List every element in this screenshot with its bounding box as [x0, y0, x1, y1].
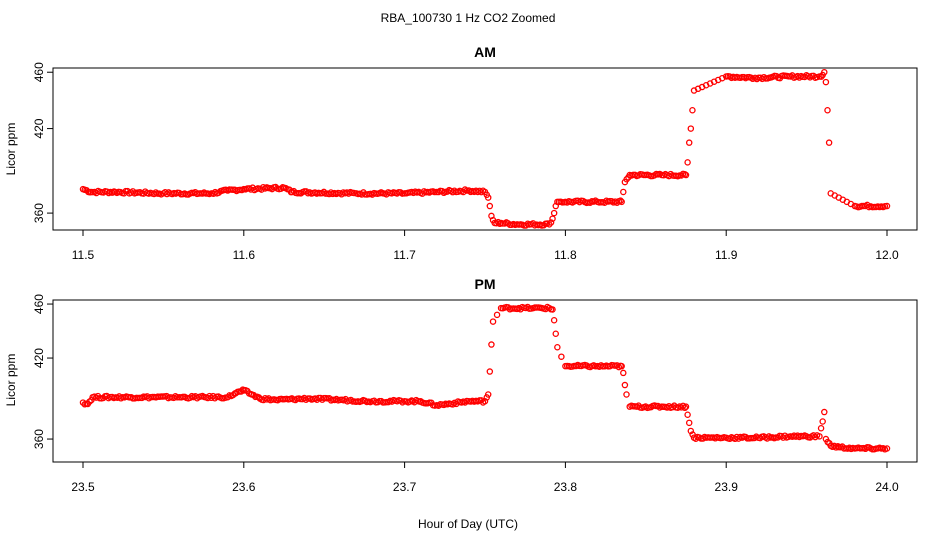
panel-pm-x-axis: 23.5 23.6 23.7 23.8 23.9 24.0 — [71, 461, 899, 494]
data-point — [550, 316, 558, 324]
x-tick-label: 24.0 — [875, 480, 899, 494]
data-point — [687, 427, 695, 435]
panel-am: AM Licor ppm 11.5 11.6 11.7 11.8 11.9 12.0 36… — [4, 44, 918, 262]
data-point — [822, 78, 830, 86]
data-point — [735, 435, 742, 442]
data-point — [549, 215, 556, 222]
data-point — [684, 159, 691, 166]
panel-am-x-axis: 11.5 11.6 11.7 11.8 11.9 12.0 — [72, 229, 899, 262]
panel-am-y-label: Licor ppm — [4, 123, 18, 176]
data-point — [486, 368, 494, 375]
x-tick-label: 23.6 — [232, 480, 256, 494]
x-tick-label: 11.7 — [393, 248, 416, 262]
data-point — [731, 435, 739, 443]
data-point — [206, 392, 213, 400]
data-point — [623, 391, 630, 398]
data-point — [250, 391, 257, 399]
x-tick-label: 11.5 — [72, 248, 95, 262]
data-point — [620, 369, 627, 377]
y-tick-label: 420 — [32, 348, 46, 368]
panel-am-y-axis: 360 420 460 — [32, 62, 54, 223]
panel-pm-y-label: Licor ppm — [4, 354, 18, 407]
data-point — [489, 318, 497, 325]
data-point — [817, 73, 825, 80]
data-point — [682, 403, 690, 410]
data-point — [816, 433, 823, 440]
data-point — [550, 209, 558, 217]
data-point — [350, 189, 358, 197]
x-tick-label: 23.5 — [71, 480, 95, 494]
data-point — [812, 433, 819, 441]
data-point — [320, 188, 328, 196]
y-tick-label: 420 — [32, 118, 46, 138]
data-point — [687, 125, 695, 132]
data-point — [554, 343, 561, 351]
data-point — [689, 431, 696, 438]
data-point — [883, 445, 891, 452]
data-point — [682, 171, 690, 179]
data-point — [821, 408, 828, 416]
data-point — [810, 432, 817, 439]
y-tick-label: 460 — [32, 62, 46, 82]
data-point — [552, 330, 560, 337]
x-axis-label: Hour of Day (UTC) — [418, 517, 518, 531]
data-point — [547, 219, 555, 226]
data-point — [825, 139, 833, 146]
panel-pm-points — [79, 303, 891, 453]
data-point — [685, 139, 693, 146]
y-tick-label: 360 — [32, 429, 46, 449]
data-point — [689, 107, 696, 114]
figure-title: RBA_100730 1 Hz CO2 Zoomed — [381, 11, 556, 25]
data-point — [488, 341, 495, 348]
data-point — [617, 197, 624, 204]
data-point — [684, 411, 691, 418]
x-tick-label: 12.0 — [875, 248, 899, 262]
x-tick-label: 11.9 — [715, 248, 738, 262]
y-tick-label: 360 — [32, 203, 46, 223]
data-point — [486, 202, 494, 210]
data-point — [821, 68, 828, 76]
panel-pm-y-axis: 360 420 460 — [32, 294, 54, 449]
data-point — [621, 381, 629, 389]
data-point — [302, 188, 310, 195]
data-point — [224, 393, 231, 401]
data-point — [549, 306, 556, 313]
data-point — [618, 362, 625, 370]
data-point — [819, 418, 826, 425]
data-point — [431, 188, 438, 196]
x-tick-label: 11.6 — [233, 248, 256, 262]
data-point — [618, 198, 625, 206]
x-tick-label: 23.8 — [554, 480, 578, 494]
x-tick-label: 23.7 — [393, 480, 417, 494]
data-point — [170, 394, 177, 402]
y-tick-label: 460 — [32, 294, 46, 314]
panel-pm: PM Licor ppm 23.5 23.6 23.7 23.8 23.9 24.0 36… — [4, 276, 918, 494]
data-point — [824, 107, 831, 114]
data-point — [399, 190, 406, 197]
data-point — [817, 424, 825, 432]
data-point — [685, 419, 693, 427]
x-tick-label: 23.9 — [715, 480, 739, 494]
x-tick-label: 11.8 — [554, 248, 577, 262]
panel-am-points — [79, 68, 891, 229]
data-point — [493, 311, 501, 319]
panel-pm-title: PM — [475, 276, 496, 292]
data-point — [484, 194, 492, 201]
data-point — [883, 202, 891, 210]
data-point — [810, 72, 817, 80]
data-point — [681, 404, 689, 412]
data-point — [558, 353, 565, 360]
panel-am-title: AM — [474, 44, 496, 60]
data-point — [484, 391, 492, 398]
panel-am-frame — [52, 67, 918, 231]
data-point — [620, 188, 627, 196]
